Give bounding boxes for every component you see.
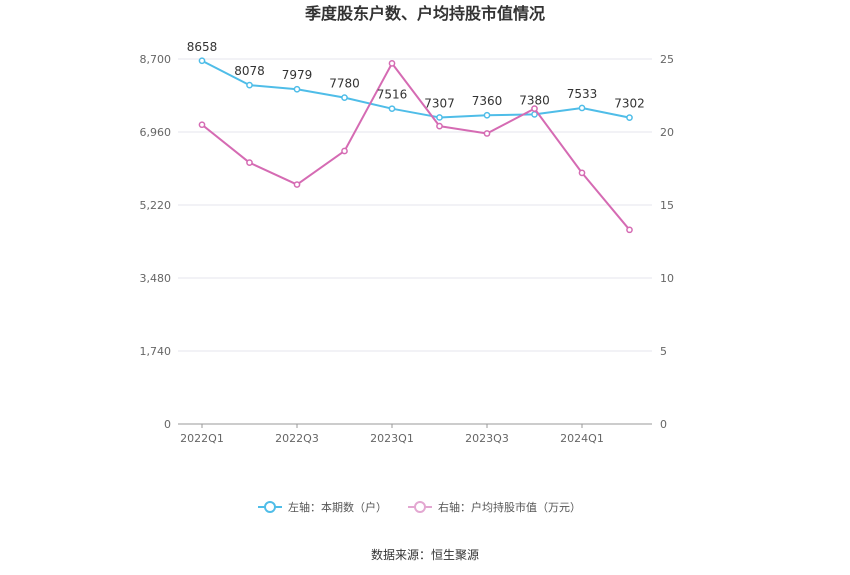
x-tick-label: 2023Q1 xyxy=(370,432,414,445)
point-market-value xyxy=(246,159,253,167)
x-tick-label: 2022Q3 xyxy=(275,432,319,445)
point-holders xyxy=(198,57,206,65)
x-tick-label: 2022Q1 xyxy=(180,432,224,445)
data-label: 7380 xyxy=(519,93,550,107)
point-market-value xyxy=(436,122,443,130)
series-line-market-value xyxy=(201,62,631,231)
data-label: 7533 xyxy=(567,87,598,101)
chart-title: 季度股东户数、户均持股市值情况 xyxy=(304,4,545,23)
data-label: 7780 xyxy=(329,77,360,91)
data-label: 7307 xyxy=(424,96,455,110)
source-note: 数据来源：恒生聚源 xyxy=(371,547,479,562)
left-tick-label: 1,740 xyxy=(140,345,172,358)
grid-lines xyxy=(178,58,652,352)
left-tick-label: 8,700 xyxy=(140,53,172,66)
left-tick-label: 6,960 xyxy=(140,126,172,139)
x-tick-label: 2024Q1 xyxy=(560,432,604,445)
legend-marker xyxy=(264,501,276,513)
left-tick-label: 3,480 xyxy=(140,272,172,285)
point-holders xyxy=(293,85,301,93)
data-label: 7516 xyxy=(377,88,408,102)
point-market-value xyxy=(483,130,491,137)
point-market-value xyxy=(531,105,538,112)
legend: 左轴：本期数（户） 右轴：户均持股市值（万元） xyxy=(258,500,581,514)
data-label: 7979 xyxy=(282,68,313,82)
series-layer xyxy=(198,57,633,234)
right-tick-label: 25 xyxy=(660,53,674,66)
legend-label: 右轴：户均持股市值（万元） xyxy=(438,500,581,514)
point-market-value xyxy=(626,226,633,234)
left-tick-label: 5,220 xyxy=(140,199,172,212)
point-market-value xyxy=(198,121,206,129)
point-holders xyxy=(436,114,443,121)
point-holders xyxy=(388,105,396,113)
data-label: 8078 xyxy=(234,64,265,78)
point-holders xyxy=(341,94,348,101)
series-line-holders xyxy=(201,59,630,119)
point-holders xyxy=(483,111,491,119)
point-market-value xyxy=(388,60,396,67)
data-label: 7360 xyxy=(472,94,503,108)
point-market-value xyxy=(293,181,301,188)
data-label: 8658 xyxy=(187,40,218,54)
right-tick-label: 10 xyxy=(660,272,674,285)
point-holders xyxy=(246,81,253,89)
legend-label: 左轴：本期数（户） xyxy=(288,500,387,514)
right-tick-label: 20 xyxy=(660,126,674,139)
right-tick-label: 5 xyxy=(660,345,667,358)
point-holders xyxy=(626,114,633,122)
x-tick-label: 2023Q3 xyxy=(465,432,509,445)
data-labels: 8658 8078 7979 7780 7516 7307 7360 7380 7533 7302 xyxy=(187,40,645,111)
right-tick-label: 0 xyxy=(660,418,667,431)
point-holders xyxy=(578,104,586,112)
right-tick-label: 15 xyxy=(660,199,674,212)
data-label: 7302 xyxy=(614,97,645,111)
left-tick-label: 0 xyxy=(164,418,171,431)
point-market-value xyxy=(578,169,586,177)
axes: 0 0 1,740 5 3,480 10 5,220 15 6,960 20 8,700 25 2022… xyxy=(140,53,675,445)
point-market-value xyxy=(341,147,348,155)
legend-marker xyxy=(414,501,426,513)
